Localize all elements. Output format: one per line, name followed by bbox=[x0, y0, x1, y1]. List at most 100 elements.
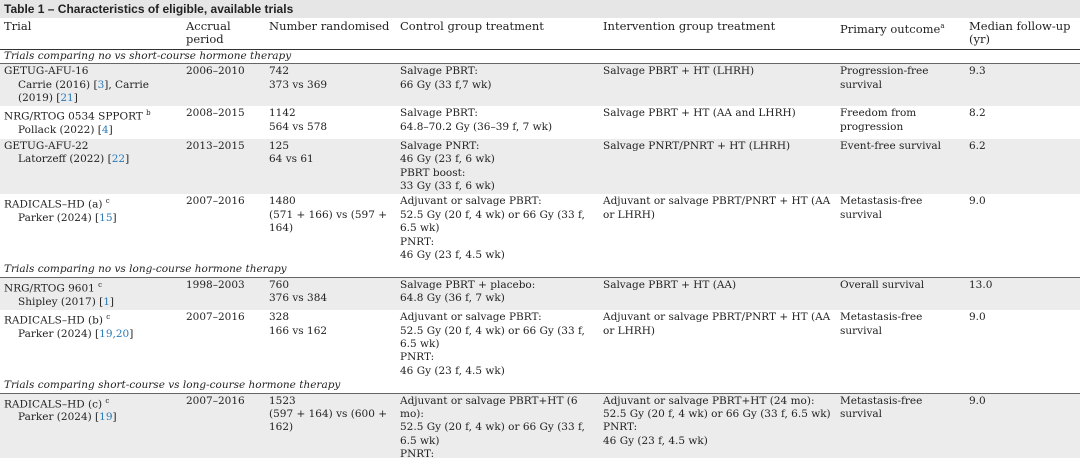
citation-text: ] bbox=[112, 411, 117, 424]
citation: Parker (2024) [19,20] bbox=[4, 328, 178, 341]
number-randomised: 125 64 vs 61 bbox=[265, 138, 396, 195]
trial-name: NRG/RTOG 0534 SPPORT bbox=[4, 110, 143, 123]
reference-link: 3 bbox=[97, 78, 105, 91]
intervention-treatment: Adjuvant or salvage PBRT/PNRT + HT (AA o… bbox=[599, 194, 836, 263]
primary-outcome: Event-free survival bbox=[836, 138, 965, 195]
cell-line: PBRT boost: bbox=[400, 166, 466, 179]
cell-line: Salvage PBRT: bbox=[400, 107, 478, 120]
cell-line: PNRT: bbox=[400, 235, 435, 248]
citation: Parker (2024) [15] bbox=[4, 212, 178, 225]
section-title: Trials comparing short-course vs long-co… bbox=[0, 379, 1080, 394]
table: Trial Accrual period Number randomised Cont… bbox=[0, 18, 1080, 458]
citation: Latorzeff (2022) [22] bbox=[4, 153, 178, 166]
cell-line: 373 vs 369 bbox=[269, 78, 328, 91]
primary-outcome: Metastasis-free survival bbox=[840, 311, 923, 337]
number-randomised: 328 166 vs 162 bbox=[265, 310, 396, 379]
trial-name-line: RADICALS–HD (c) c bbox=[4, 395, 178, 412]
median-follow-up: 9.0 bbox=[965, 393, 1080, 458]
primary-outcome: Progression-free survival bbox=[836, 63, 965, 107]
reference-link: 22 bbox=[111, 153, 126, 166]
section-title: Trials comparing no vs long-course hormo… bbox=[0, 263, 1080, 278]
reference-link: 4 bbox=[101, 124, 109, 137]
trial-row: RADICALS–HD (c) c Parker (2024) [19] 2007–… bbox=[0, 393, 1080, 458]
trial-name: RADICALS–HD (a) bbox=[4, 198, 103, 211]
trial-name: NRG/RTOG 9601 bbox=[4, 282, 95, 295]
citation: Shipley (2017) [1] bbox=[4, 296, 178, 309]
cell-line: 64.8 Gy (36 f, 7 wk) bbox=[400, 292, 505, 305]
intervention-treatment: Salvage PBRT + HT (LHRH) bbox=[599, 63, 836, 107]
cell-line: PNRT: bbox=[400, 351, 435, 364]
intervention-treatment: Salvage PNRT/PNRT + HT (LHRH) bbox=[599, 138, 836, 195]
column-header: Median follow-up (yr) bbox=[965, 18, 1080, 50]
citation: Carrie (2016) [3], Carrie (2019) [21] bbox=[4, 79, 178, 106]
cell-line: 1480 bbox=[269, 195, 296, 208]
cell-line: PNRT: bbox=[400, 448, 435, 458]
cell-line: 46 Gy (23 f, 4.5 wk) bbox=[400, 364, 505, 377]
column-header: Intervention group treatment bbox=[599, 18, 836, 50]
median-follow-up: 13.0 bbox=[965, 277, 1080, 311]
trial-name: GETUG-AFU-16 bbox=[4, 65, 89, 78]
cell-line: Salvage PBRT: bbox=[400, 65, 478, 78]
citation-text: ] bbox=[108, 124, 113, 137]
header-text: Accrual period bbox=[186, 19, 231, 47]
cell-line: Salvage PNRT: bbox=[400, 139, 480, 152]
cell-line: 52.5 Gy (20 f, 4 wk) or 66 Gy (33 f, 6.5… bbox=[603, 407, 831, 420]
trial-name-line: RADICALS–HD (b) c bbox=[4, 311, 178, 328]
citation-text: Parker (2024) [ bbox=[18, 212, 100, 225]
trial-row: RADICALS–HD (a) c Parker (2024) [15] 2007–… bbox=[0, 194, 1080, 263]
column-header: Trial bbox=[0, 18, 182, 50]
median-follow-up: 9.0 bbox=[969, 195, 986, 208]
citation-text: ] bbox=[125, 153, 130, 166]
footnote-mark: a bbox=[940, 22, 945, 30]
footnote-mark: c bbox=[105, 197, 110, 206]
citation-text: ] bbox=[112, 212, 117, 225]
cell-line: 376 vs 384 bbox=[269, 292, 328, 305]
section-row: Trials comparing no vs short-course horm… bbox=[0, 49, 1080, 65]
number-randomised: 1142 564 vs 578 bbox=[265, 106, 396, 138]
table-body: Trials comparing no vs short-course horm… bbox=[0, 49, 1080, 458]
control-treatment: Adjuvant or salvage PBRT: 52.5 Gy (20 f, … bbox=[396, 310, 599, 379]
cell-line: Salvage PBRT + HT (AA) bbox=[603, 278, 737, 291]
primary-outcome: Metastasis-free survival bbox=[840, 195, 923, 221]
reference-link: 21 bbox=[60, 92, 74, 105]
cell-line: 52.5 Gy (20 f, 4 wk) or 66 Gy (33 f, 6.5… bbox=[400, 324, 585, 350]
header-text: Median follow-up (yr) bbox=[969, 19, 1071, 47]
trial-row: NRG/RTOG 0534 SPPORT b Pollack (2022) [4]… bbox=[0, 106, 1080, 138]
number-randomised: 760 376 vs 384 bbox=[265, 277, 396, 311]
header-text: Intervention group treatment bbox=[603, 19, 776, 33]
trial-cell: RADICALS–HD (b) c Parker (2024) [19,20] bbox=[0, 310, 182, 379]
cell-line: Salvage PBRT + HT (LHRH) bbox=[603, 65, 755, 78]
reference-link: 1 bbox=[103, 295, 110, 308]
control-treatment: Salvage PBRT: 66 Gy (33 f,7 wk) bbox=[396, 63, 599, 107]
section-row: Trials comparing no vs long-course hormo… bbox=[0, 263, 1080, 278]
citation: Parker (2024) [19] bbox=[4, 411, 178, 424]
cell-line: Salvage PNRT/PNRT + HT (LHRH) bbox=[603, 139, 791, 152]
cell-line: Salvage PBRT + placebo: bbox=[400, 278, 536, 291]
citation-text: Parker (2024) [ bbox=[18, 328, 100, 341]
trial-name: RADICALS–HD (b) bbox=[4, 314, 103, 327]
header-text: Control group treatment bbox=[400, 19, 544, 33]
trial-row: GETUG-AFU-22 Latorzeff (2022) [22] 2013–20… bbox=[0, 138, 1080, 195]
cell-line: 46 Gy (23 f, 4.5 wk) bbox=[603, 434, 708, 447]
reference-link: 19,20 bbox=[99, 328, 130, 341]
primary-outcome: Metastasis-free survival bbox=[836, 393, 965, 458]
accrual-period: 2008–2015 bbox=[186, 107, 245, 120]
cell-line: 64 vs 61 bbox=[269, 153, 314, 166]
trial-name-line: NRG/RTOG 0534 SPPORT b bbox=[4, 107, 178, 124]
trial-cell: RADICALS–HD (a) c Parker (2024) [15] bbox=[0, 194, 182, 263]
header-text: Trial bbox=[4, 19, 32, 33]
column-header: Number randomised bbox=[265, 18, 396, 50]
trial-row: GETUG-AFU-16 Carrie (2016) [3], Carrie (2… bbox=[0, 63, 1080, 107]
citation-text: Shipley (2017) [ bbox=[18, 295, 104, 308]
control-treatment: Salvage PBRT + placebo: 64.8 Gy (36 f, 7 … bbox=[396, 277, 599, 311]
footnote-mark: c bbox=[98, 280, 103, 289]
primary-outcome: Overall survival bbox=[836, 277, 965, 311]
trial-name-line: GETUG-AFU-16 bbox=[4, 65, 178, 78]
cell-line: 760 bbox=[269, 278, 290, 291]
accrual-period: 2006–2010 bbox=[182, 63, 265, 107]
reference-link: 19 bbox=[99, 411, 113, 424]
cell-line: 33 Gy (33 f, 6 wk) bbox=[400, 179, 495, 192]
intervention-treatment: Adjuvant or salvage PBRT/PNRT + HT (AA o… bbox=[599, 310, 836, 379]
cell-line: Adjuvant or salvage PBRT+HT (6 mo): bbox=[400, 394, 578, 420]
